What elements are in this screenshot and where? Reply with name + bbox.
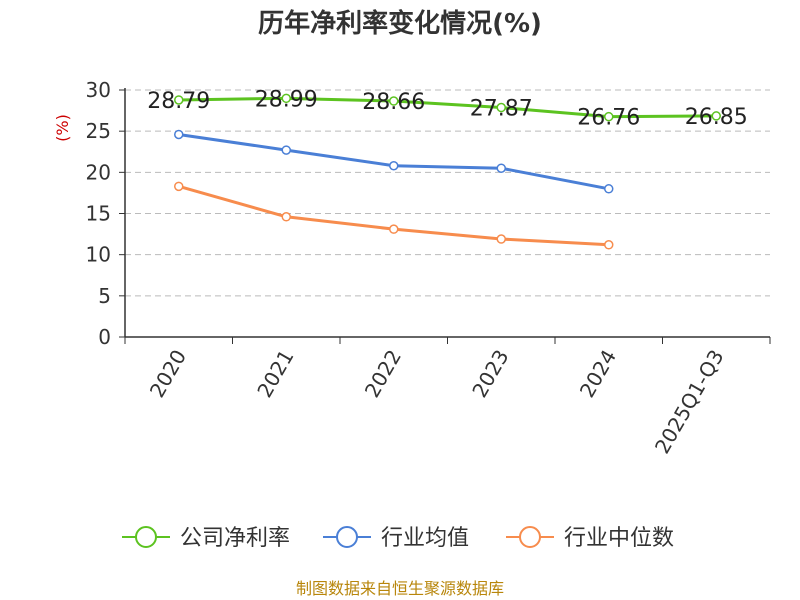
data-point [604, 184, 614, 194]
series-line [178, 96, 717, 119]
x-tick-label: 2020 [145, 346, 191, 402]
grid-lines [125, 89, 770, 297]
data-point [604, 111, 614, 122]
legend-marker [336, 526, 358, 548]
data-point [389, 96, 399, 106]
data-label: 26.76 [577, 106, 640, 131]
data-point [281, 212, 291, 222]
legend-label: 行业中位数 [564, 526, 674, 551]
data-point [174, 181, 184, 192]
data-point [174, 95, 184, 105]
source-note: 制图数据来自恒生聚源数据库 [296, 579, 504, 598]
data-point [496, 102, 506, 113]
series-0: 28.79 28.99 28.66 27.87 26.76 26.85 [147, 87, 747, 130]
legend-label: 行业均值 [381, 526, 469, 551]
data-point [389, 160, 399, 171]
legend-item-0: 公司净利率 [122, 526, 290, 551]
legend-marker [519, 526, 541, 548]
y-axis-label: (%) [53, 114, 72, 142]
x-tick-label: 2023 [467, 346, 513, 402]
data-label: 27.87 [470, 97, 533, 122]
y-tick-label: 25 [86, 119, 111, 143]
data-point [281, 93, 291, 104]
x-tick-label: 2024 [575, 346, 621, 402]
data-label: 28.66 [362, 90, 425, 115]
y-tick-label: 0 [98, 325, 111, 349]
x-tick-label: 2025Q1-Q3 [650, 346, 729, 458]
chart-title: 历年净利率变化情况(%) [258, 8, 542, 39]
y-tick-label: 15 [86, 202, 111, 226]
x-tick-label: 2021 [252, 346, 298, 402]
y-tick-label: 30 [86, 78, 111, 102]
y-tick-label: 5 [98, 284, 111, 308]
data-point [174, 129, 184, 140]
y-tick-label: 10 [86, 243, 111, 267]
y-tick-label: 20 [86, 160, 111, 184]
data-point [711, 111, 721, 121]
x-tick-label: 2022 [360, 346, 406, 402]
legend: 公司净利率 行业均值 行业中位数 [122, 526, 674, 551]
data-point [496, 163, 506, 173]
data-point [281, 145, 291, 155]
legend-item-1: 行业均值 [323, 526, 469, 551]
legend-label: 公司净利率 [180, 526, 290, 551]
series-2 [174, 181, 614, 250]
series-line [178, 184, 609, 247]
legend-marker [135, 526, 157, 548]
data-label: 28.99 [255, 87, 318, 112]
data-label: 26.85 [685, 105, 748, 130]
series-group: 28.79 28.99 28.66 27.87 26.76 26.85 [147, 87, 748, 250]
data-point [496, 234, 506, 244]
legend-item-2: 行业中位数 [506, 526, 674, 551]
data-label: 28.79 [147, 89, 210, 114]
data-point [604, 240, 614, 250]
series-1 [174, 129, 614, 194]
data-point [389, 224, 399, 234]
